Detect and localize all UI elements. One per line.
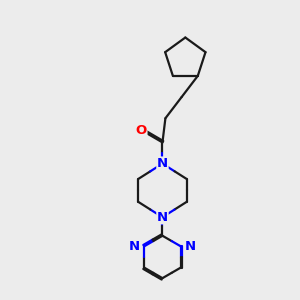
Text: N: N xyxy=(157,211,168,224)
Text: N: N xyxy=(129,240,140,253)
Text: N: N xyxy=(185,240,196,253)
Text: N: N xyxy=(157,157,168,170)
Text: O: O xyxy=(136,124,147,136)
